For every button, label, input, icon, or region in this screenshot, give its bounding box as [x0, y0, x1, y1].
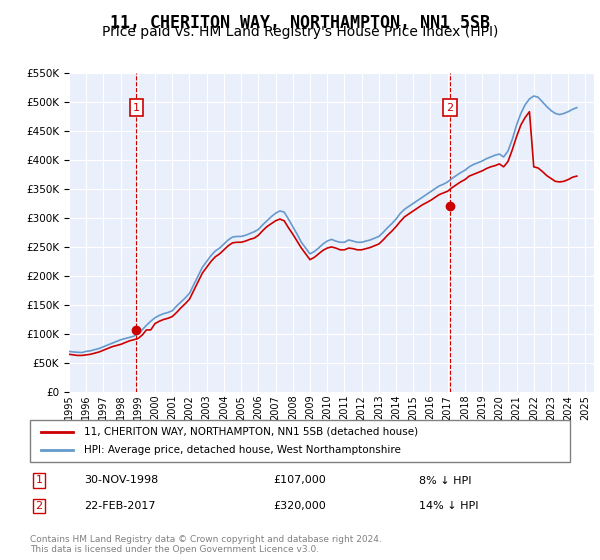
Text: 1: 1 [35, 475, 43, 486]
Text: £320,000: £320,000 [273, 501, 326, 511]
Text: 8% ↓ HPI: 8% ↓ HPI [419, 475, 472, 486]
Text: 11, CHERITON WAY, NORTHAMPTON, NN1 5SB (detached house): 11, CHERITON WAY, NORTHAMPTON, NN1 5SB (… [84, 427, 418, 437]
Text: 1: 1 [133, 102, 140, 113]
Text: Contains HM Land Registry data © Crown copyright and database right 2024.
This d: Contains HM Land Registry data © Crown c… [30, 535, 382, 554]
FancyBboxPatch shape [30, 420, 570, 462]
Text: Price paid vs. HM Land Registry's House Price Index (HPI): Price paid vs. HM Land Registry's House … [102, 25, 498, 39]
Text: £107,000: £107,000 [273, 475, 326, 486]
Text: HPI: Average price, detached house, West Northamptonshire: HPI: Average price, detached house, West… [84, 445, 401, 455]
Text: 2: 2 [446, 102, 454, 113]
Text: 30-NOV-1998: 30-NOV-1998 [84, 475, 158, 486]
Text: 22-FEB-2017: 22-FEB-2017 [84, 501, 155, 511]
Text: 14% ↓ HPI: 14% ↓ HPI [419, 501, 478, 511]
Text: 11, CHERITON WAY, NORTHAMPTON, NN1 5SB: 11, CHERITON WAY, NORTHAMPTON, NN1 5SB [110, 14, 490, 32]
Text: 2: 2 [35, 501, 43, 511]
